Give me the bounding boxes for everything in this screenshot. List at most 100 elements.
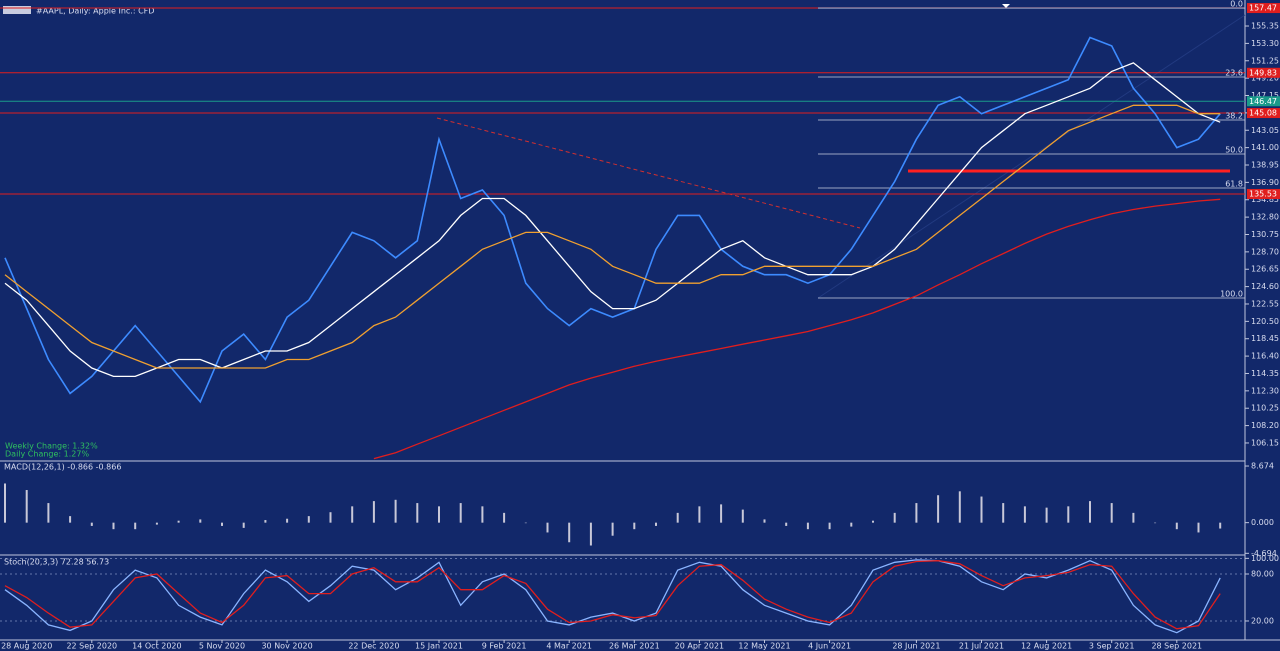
y-tick-label: 143.05 — [1251, 126, 1279, 135]
y-tick-label: 80.00 — [1251, 570, 1274, 579]
x-tick-label: 26 Mar 2021 — [609, 642, 660, 651]
y-tick-label: 126.65 — [1251, 265, 1279, 274]
fib-label: 100.0 — [1220, 289, 1243, 298]
macd-bar — [937, 495, 940, 523]
macd-bar — [1045, 507, 1048, 523]
y-tick-label: 147.15 — [1251, 91, 1279, 100]
macd-bar — [1023, 506, 1026, 523]
level-box — [1247, 67, 1280, 78]
macd-bar — [242, 522, 245, 528]
macd-bar — [806, 522, 809, 530]
y-tick-label: 116.40 — [1251, 352, 1279, 361]
fib-label: 61.8 — [1225, 179, 1243, 188]
level-box — [1247, 96, 1280, 107]
macd-bar — [112, 522, 115, 530]
y-tick-label: 108.20 — [1251, 421, 1279, 430]
y-tick-label: 132.80 — [1251, 213, 1279, 222]
macd-bar — [4, 483, 6, 523]
macd-bar — [655, 522, 657, 526]
fib-label: 23.6 — [1225, 69, 1243, 78]
y-tick-label: 0.000 — [1251, 518, 1274, 527]
macd-bar — [264, 520, 267, 523]
level-box — [1247, 188, 1280, 199]
macd-bar — [90, 522, 93, 526]
x-tick-label: 28 Jun 2021 — [892, 642, 940, 651]
series-line — [373, 198, 1221, 460]
macd-bar — [329, 512, 332, 523]
macd-bar — [524, 522, 527, 524]
y-tick-label: 8.674 — [1251, 462, 1274, 471]
level-label: 146.47 — [1249, 97, 1277, 106]
level-label: 149.83 — [1249, 68, 1277, 77]
macd-bar — [763, 519, 766, 523]
y-tick-label: 141.00 — [1251, 143, 1279, 152]
macd-bar — [221, 522, 223, 526]
macd-bar — [980, 496, 983, 523]
y-tick-label: 130.75 — [1251, 230, 1279, 239]
fib-label: 50.0 — [1225, 145, 1243, 154]
macd-bar — [589, 522, 592, 546]
level-label: 145.08 — [1249, 109, 1277, 118]
y-tick-label: 134.85 — [1251, 195, 1279, 204]
y-tick-label: 155.35 — [1251, 22, 1279, 31]
level-box — [1247, 3, 1280, 14]
x-tick-label: 5 Nov 2020 — [199, 642, 245, 651]
y-tick-label: 110.25 — [1251, 404, 1279, 413]
x-tick-label: 12 Aug 2021 — [1021, 642, 1072, 651]
macd-bar — [568, 522, 571, 543]
daily-change: Daily Change: 1.27% — [5, 450, 89, 459]
series-line — [4, 104, 1221, 369]
y-tick-label: 106.15 — [1251, 438, 1279, 447]
marker — [1002, 4, 1010, 8]
macd-bar — [481, 506, 484, 523]
y-tick-label: 112.30 — [1251, 386, 1279, 395]
x-tick-label: 21 Jul 2021 — [959, 642, 1004, 651]
macd-bar — [828, 522, 831, 530]
macd-bar — [1067, 506, 1070, 523]
macd-bar — [1197, 522, 1200, 533]
macd-title: MACD(12,26,1) -0.866 -0.866 — [4, 463, 121, 472]
icon — [3, 6, 31, 14]
y-tick-label: 153.30 — [1251, 39, 1279, 48]
macd-bar — [633, 522, 636, 530]
y-tick-label: 151.25 — [1251, 56, 1279, 65]
macd-bar — [1110, 503, 1113, 523]
y-tick-label: 100.00 — [1251, 554, 1279, 563]
y-tick-label: 136.90 — [1251, 178, 1279, 187]
macd-bar — [546, 522, 549, 533]
macd-bar — [611, 522, 614, 536]
macd-bar — [958, 491, 961, 523]
macd-bar — [676, 512, 679, 523]
level-box — [1247, 108, 1280, 119]
macd-bar — [1154, 522, 1157, 524]
weekly-change: Weekly Change: 1.32% — [5, 442, 98, 451]
y-tick-label: 20.00 — [1251, 616, 1274, 625]
level-label: 135.53 — [1249, 189, 1277, 198]
trend-line — [436, 117, 861, 229]
macd-bar — [372, 501, 375, 523]
y-tick-label: 120.50 — [1251, 317, 1279, 326]
macd-bar — [25, 490, 28, 523]
macd-bar — [1219, 522, 1222, 529]
x-tick-label: 4 Mar 2021 — [546, 642, 592, 651]
macd-bar — [503, 512, 506, 523]
series-line — [4, 62, 1221, 378]
macd-bar — [872, 520, 874, 523]
macd-bar — [155, 522, 158, 525]
x-tick-label: 14 Oct 2020 — [132, 642, 181, 651]
macd-bar — [1089, 501, 1091, 523]
macd-bar — [69, 516, 72, 523]
fib-label: 0.0 — [1230, 0, 1243, 9]
y-tick-label: 128.70 — [1251, 247, 1279, 256]
macd-bar — [394, 499, 397, 523]
y-tick-label: 138.95 — [1251, 161, 1279, 170]
level-label: 157.47 — [1249, 4, 1277, 13]
x-tick-label: 3 Sep 2021 — [1089, 642, 1135, 651]
x-tick-label: 22 Dec 2020 — [348, 642, 399, 651]
stoch-title: Stoch(20,3,3) 72.28 56.73 — [4, 558, 109, 567]
macd-bar — [850, 522, 853, 527]
series-line — [4, 559, 1221, 634]
macd-bar — [785, 522, 788, 526]
